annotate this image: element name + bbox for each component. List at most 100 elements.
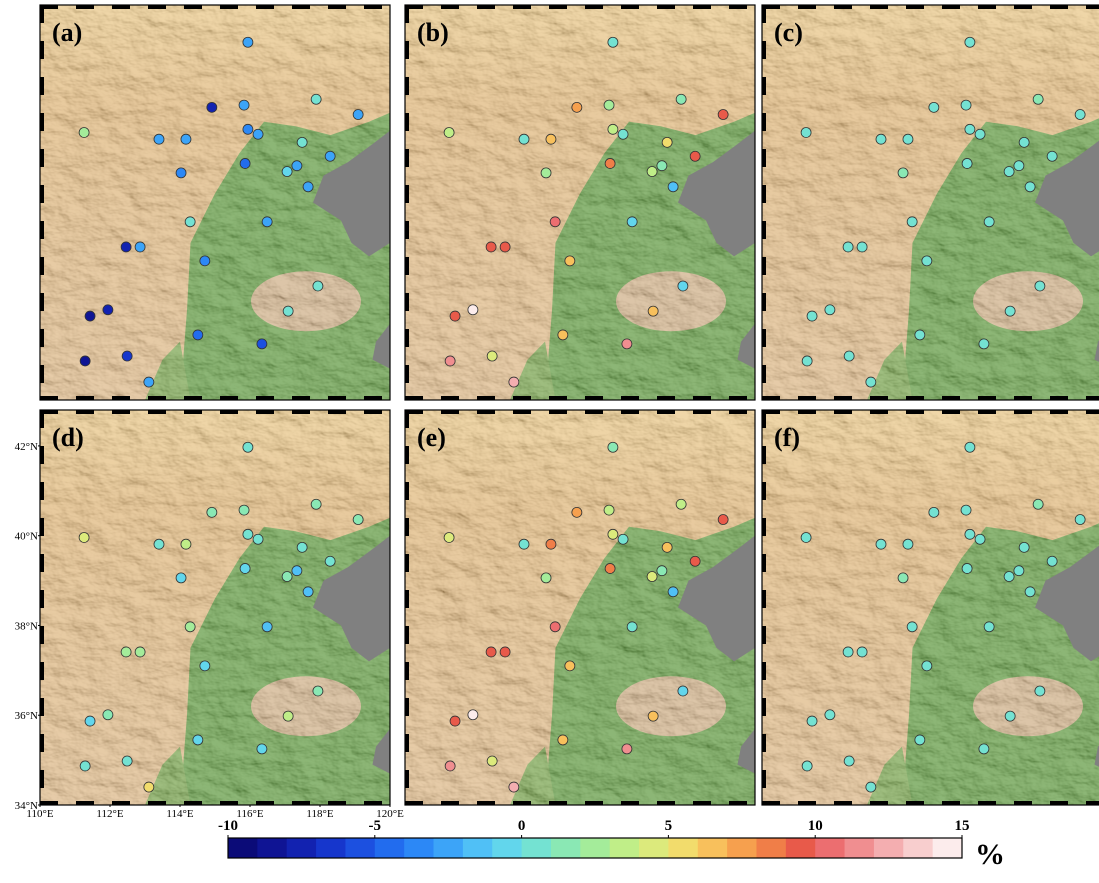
colorbar-tick-label: 10 <box>808 818 823 834</box>
station <box>898 168 908 178</box>
figure: (a)(b)(c)(d)34°N36°N38°N40°N42°N110°E112… <box>0 0 1099 883</box>
station <box>678 686 688 696</box>
lon-tick-label: 118°E <box>306 808 333 820</box>
map-panel <box>762 5 1099 400</box>
station <box>79 532 89 542</box>
colorbar-segment <box>375 838 405 858</box>
station <box>103 305 113 315</box>
colorbar-segment <box>345 838 375 858</box>
station <box>558 330 568 340</box>
station <box>604 100 614 110</box>
station <box>662 137 672 147</box>
colorbar-segment <box>845 838 875 858</box>
colorbar-segment <box>228 838 258 858</box>
station <box>857 242 867 252</box>
panel-label: (f) <box>774 423 800 452</box>
map-panel <box>40 5 390 400</box>
station <box>662 542 672 552</box>
station <box>292 161 302 171</box>
station <box>802 761 812 771</box>
station <box>903 134 913 144</box>
station <box>915 735 925 745</box>
station <box>866 377 876 387</box>
station <box>807 311 817 321</box>
station <box>627 217 637 227</box>
colorbar-tick-label: 0 <box>518 818 526 834</box>
station <box>608 37 618 47</box>
station <box>1075 515 1085 525</box>
station <box>965 124 975 134</box>
station <box>468 710 478 720</box>
station <box>311 499 321 509</box>
colorbar-tick-label: -5 <box>369 818 382 834</box>
station <box>282 572 292 582</box>
colorbar-segment <box>580 838 610 858</box>
station <box>176 168 186 178</box>
station <box>676 499 686 509</box>
panel-label: (a) <box>52 18 82 47</box>
station <box>509 782 519 792</box>
station <box>565 256 575 266</box>
station <box>647 572 657 582</box>
station <box>239 100 249 110</box>
colorbar-segment <box>492 838 522 858</box>
station <box>519 134 529 144</box>
colorbar-segment <box>287 838 317 858</box>
station <box>445 356 455 366</box>
station <box>207 102 217 112</box>
station <box>965 529 975 539</box>
station <box>844 351 854 361</box>
station <box>922 661 932 671</box>
station <box>500 242 510 252</box>
station <box>85 716 95 726</box>
colorbar-segment <box>463 838 493 858</box>
station <box>915 330 925 340</box>
station <box>122 351 132 361</box>
station <box>1025 587 1035 597</box>
station <box>297 542 307 552</box>
station <box>558 735 568 745</box>
colorbar-segment <box>727 838 757 858</box>
colorbar-segment <box>756 838 786 858</box>
station <box>181 539 191 549</box>
colorbar-segment <box>874 838 904 858</box>
station <box>353 110 363 120</box>
station <box>907 217 917 227</box>
colorbar-segment <box>610 838 640 858</box>
lon-tick-label: 112°E <box>96 808 123 820</box>
station <box>690 556 700 566</box>
colorbar-segment <box>786 838 816 858</box>
station <box>509 377 519 387</box>
station <box>1025 182 1035 192</box>
station <box>608 442 618 452</box>
station <box>297 137 307 147</box>
station <box>622 744 632 754</box>
station <box>243 529 253 539</box>
colorbar-segment <box>257 838 287 858</box>
station <box>903 539 913 549</box>
station <box>608 529 618 539</box>
lat-tick-label: 42°N <box>15 441 38 453</box>
station <box>79 127 89 137</box>
station <box>572 102 582 112</box>
colorbar-unit: % <box>975 838 1005 871</box>
station <box>618 129 628 139</box>
panel-label: (b) <box>417 18 449 47</box>
station <box>185 622 195 632</box>
station <box>962 563 972 573</box>
station <box>303 587 313 597</box>
station <box>193 330 203 340</box>
station <box>1047 556 1057 566</box>
station <box>500 647 510 657</box>
station <box>200 256 210 266</box>
lat-tick-label: 40°N <box>15 531 38 543</box>
station <box>546 134 556 144</box>
colorbar-tick-label: 5 <box>665 818 673 834</box>
station <box>975 534 985 544</box>
colorbar-segment <box>434 838 464 858</box>
station <box>185 217 195 227</box>
station <box>313 686 323 696</box>
station <box>154 134 164 144</box>
station <box>802 356 812 366</box>
colorbar-segment <box>933 838 963 858</box>
